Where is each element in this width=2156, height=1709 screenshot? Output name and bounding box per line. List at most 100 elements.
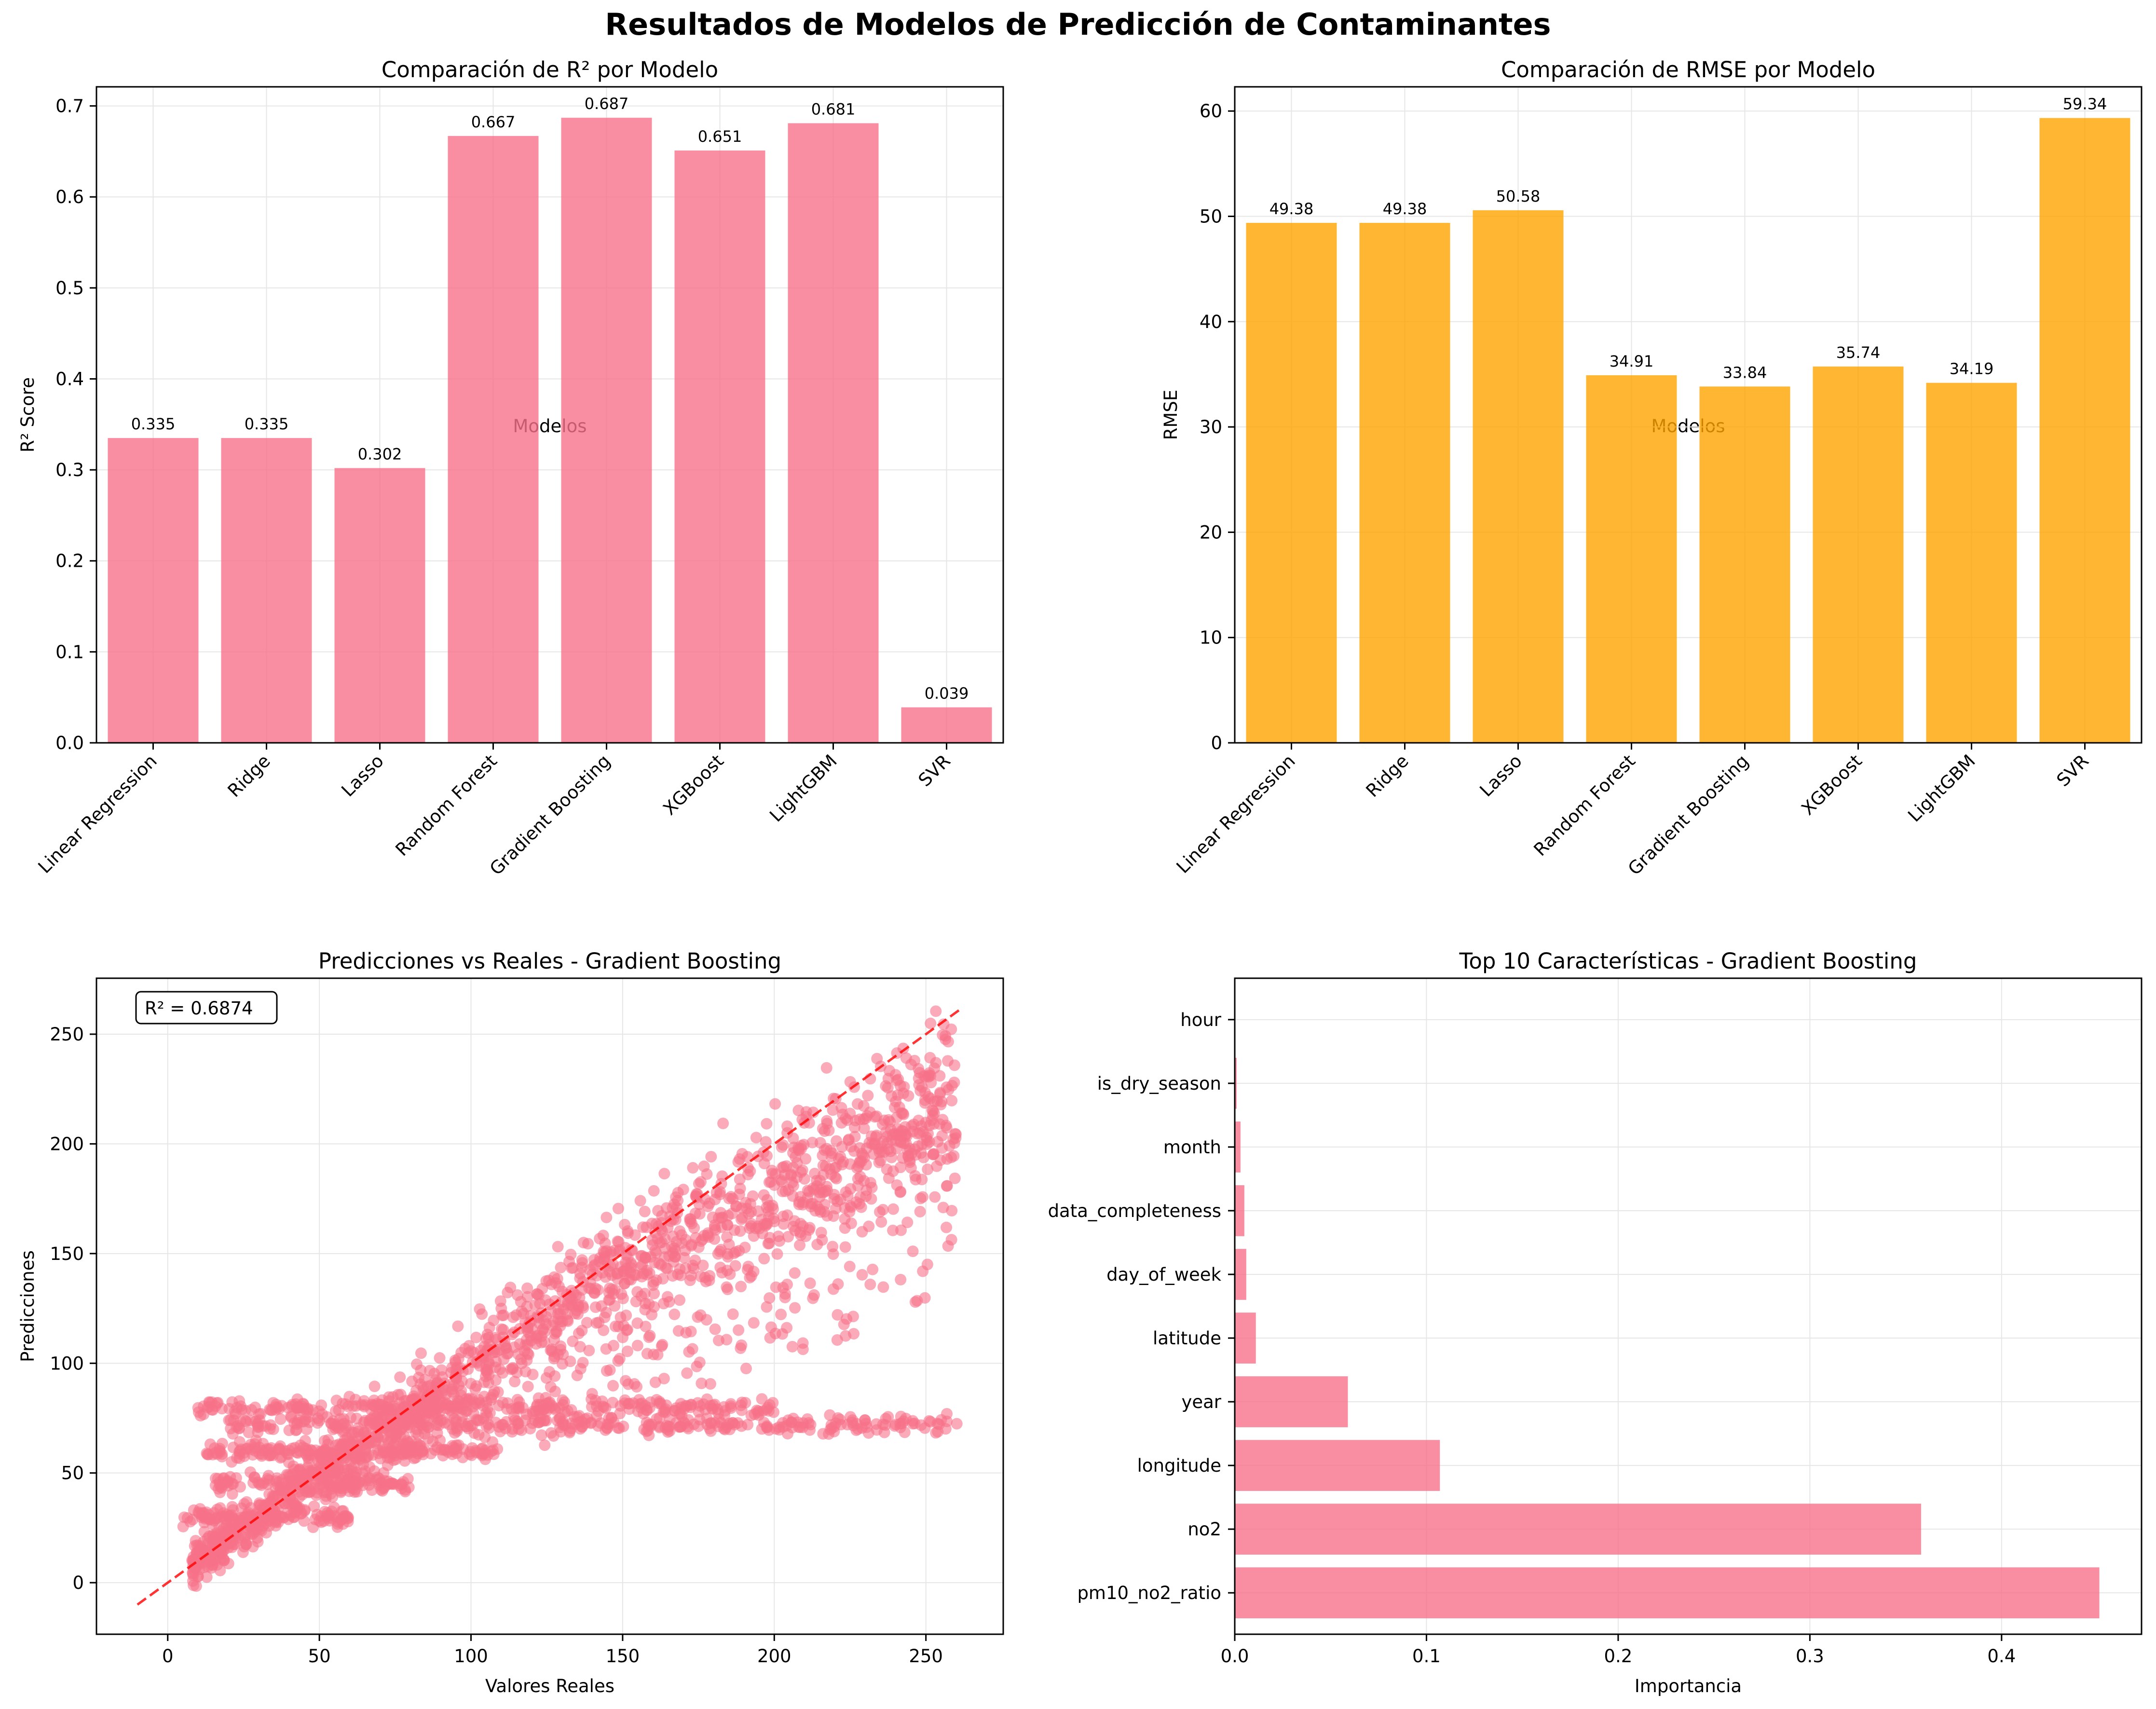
feature-label: no2 <box>1187 1519 1221 1540</box>
scatter-point <box>654 1412 666 1424</box>
scatter-point <box>275 1451 287 1463</box>
scatter-point <box>800 1230 812 1242</box>
scatter-point <box>861 1110 873 1122</box>
scatter-point <box>402 1448 414 1460</box>
scatter-point <box>764 1332 776 1344</box>
scatter-point <box>494 1363 506 1375</box>
scatter-point <box>705 1150 717 1162</box>
scatter-point <box>920 1117 932 1129</box>
scatter-point <box>570 1289 582 1301</box>
bar-value-label: 35.74 <box>1836 343 1881 362</box>
scatter-point <box>887 1224 899 1236</box>
scatter-point <box>704 1378 716 1390</box>
scatter-point <box>778 1169 791 1181</box>
scatter-point <box>896 1417 908 1429</box>
scatter-point <box>723 1418 736 1430</box>
predictions-scatter-chart: Predicciones vs Reales - Gradient Boosti… <box>17 948 1004 1696</box>
scatter-point <box>951 1418 963 1430</box>
rmse-bar-chart: Comparación de RMSE por Modelo Modelos R… <box>1160 57 2142 879</box>
scatter-point <box>734 1173 746 1185</box>
scatter-point <box>827 1283 839 1295</box>
scatter-point <box>410 1426 422 1438</box>
scatter-point <box>747 1190 759 1202</box>
scatter-point <box>242 1506 254 1518</box>
scatter-point <box>576 1257 588 1269</box>
scatter-point <box>619 1218 631 1230</box>
scatter-point <box>333 1404 345 1416</box>
scatter-point <box>363 1417 375 1429</box>
scatter-point <box>923 1415 935 1427</box>
scatter-point <box>623 1397 635 1409</box>
r2-y-axis-label: R² Score <box>17 377 38 452</box>
bar-5 <box>674 150 765 743</box>
scatter-point <box>669 1308 681 1320</box>
scatter-point <box>226 1456 238 1468</box>
scatter-point <box>802 1413 814 1425</box>
scatter-point <box>794 1239 806 1251</box>
scatter-point <box>922 1163 934 1176</box>
scatter-point <box>780 1160 792 1172</box>
scatter-point <box>682 1421 694 1433</box>
scatter-point <box>459 1342 471 1354</box>
scatter-point <box>732 1156 744 1168</box>
scatter-point <box>233 1395 246 1407</box>
scatter-point <box>945 1151 957 1163</box>
scatter-point <box>849 1131 861 1143</box>
x-tick-label: 100 <box>454 1646 488 1667</box>
scatter-point <box>452 1353 464 1365</box>
scatter-point <box>845 1141 857 1153</box>
scatter-point <box>375 1398 387 1410</box>
x-tick-label: LightGBM <box>1904 751 1979 826</box>
scatter-point <box>789 1302 801 1314</box>
scatter-point <box>531 1400 543 1412</box>
scatter-point <box>589 1259 601 1271</box>
scatter-point <box>248 1471 260 1483</box>
scatter-point <box>549 1327 561 1340</box>
scatter-point <box>721 1231 733 1243</box>
scatter-x-axis-label: Valores Reales <box>485 1676 614 1696</box>
scatter-point <box>267 1504 279 1516</box>
scatter-point <box>820 1062 832 1074</box>
scatter-point <box>311 1487 323 1499</box>
importance-bar-2 <box>1235 1440 1440 1491</box>
scatter-point <box>314 1449 327 1461</box>
scatter-point <box>582 1238 594 1250</box>
feature-label: pm10_no2_ratio <box>1077 1583 1221 1603</box>
scatter-point <box>858 1175 870 1187</box>
scatter-point <box>669 1251 681 1263</box>
scatter-point <box>414 1439 426 1451</box>
scatter-point <box>667 1230 679 1243</box>
scatter-point <box>935 1098 947 1110</box>
scatter-point <box>639 1205 651 1217</box>
x-tick-label: 0.2 <box>1604 1646 1633 1667</box>
scatter-point <box>249 1401 261 1413</box>
y-tick-label: 0.3 <box>55 460 84 480</box>
scatter-point <box>291 1502 303 1514</box>
scatter-point <box>834 1193 846 1205</box>
scatter-point <box>376 1485 388 1497</box>
scatter-point <box>651 1274 663 1286</box>
scatter-point <box>203 1449 215 1461</box>
bar-value-label: 34.91 <box>1610 352 1654 370</box>
scatter-point <box>930 1005 942 1017</box>
feature-label: longitude <box>1137 1455 1221 1476</box>
scatter-point <box>924 1052 936 1064</box>
x-tick-label: LightGBM <box>765 751 841 826</box>
y-tick-label: 0 <box>1211 733 1222 753</box>
scatter-point <box>716 1170 728 1182</box>
scatter-point <box>487 1436 499 1448</box>
scatter-point <box>772 1230 784 1243</box>
y-tick-label: 50 <box>1200 206 1222 227</box>
scatter-point <box>330 1395 342 1407</box>
axes-frame <box>1234 86 2142 744</box>
scatter-point <box>239 1405 251 1417</box>
scatter-point <box>811 1239 823 1251</box>
scatter-point <box>515 1296 527 1308</box>
scatter-point <box>758 1189 770 1201</box>
scatter-point <box>911 1295 923 1307</box>
scatter-point <box>691 1360 703 1372</box>
scatter-point <box>600 1271 612 1283</box>
scatter-point <box>204 1401 216 1413</box>
annotation-text: R² = 0.6874 <box>145 998 253 1019</box>
scatter-point <box>532 1312 544 1324</box>
